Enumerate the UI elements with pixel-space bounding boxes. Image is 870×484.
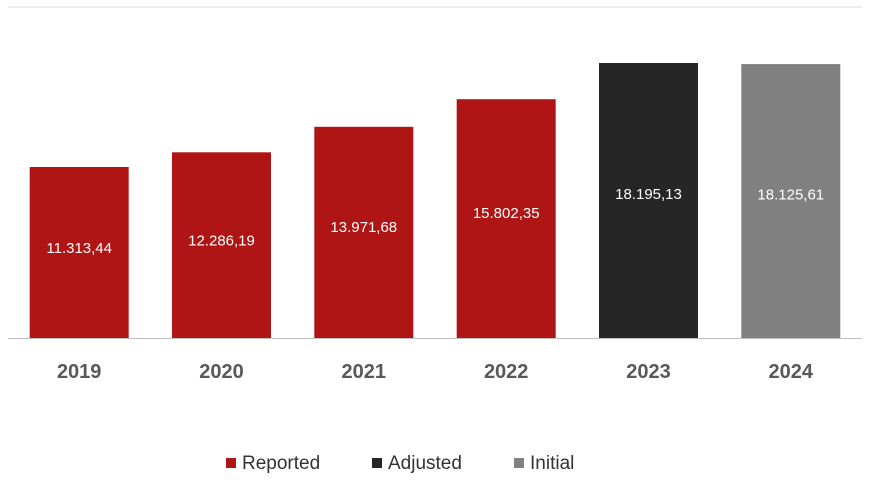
bar-2020 xyxy=(172,152,271,338)
data-label-2020: 12.286,19 xyxy=(188,232,255,249)
legend-swatch-initial xyxy=(514,458,524,468)
x-tick-label-2022: 2022 xyxy=(484,361,529,383)
bar-2023 xyxy=(599,63,698,338)
legend-swatch-reported xyxy=(226,458,236,468)
data-label-2019: 11.313,44 xyxy=(46,240,112,257)
legend: Reported Adjusted Initial xyxy=(226,453,574,474)
x-tick-label-2024: 2024 xyxy=(769,361,814,383)
bar-2024 xyxy=(741,64,841,338)
bar-2019 xyxy=(29,167,129,338)
legend-label-initial: Initial xyxy=(530,453,574,474)
bar-2022 xyxy=(456,99,556,338)
legend-label-adjusted: Adjusted xyxy=(388,453,462,474)
x-tick-label-2021: 2021 xyxy=(342,361,387,383)
x-tick-labels: 2019 2020 2021 2022 2023 2024 xyxy=(57,361,814,383)
x-tick-label-2019: 2019 xyxy=(57,361,102,383)
x-tick-label-2020: 2020 xyxy=(199,361,244,383)
bars-group: 11.313,44 12.286,19 13.971,68 15.802,35 18.1… xyxy=(29,63,841,338)
data-label-2024: 18.125,61 xyxy=(757,186,824,203)
data-label-2023: 18.195,13 xyxy=(615,186,682,203)
bar-2021 xyxy=(314,126,414,338)
x-tick-label-2023: 2023 xyxy=(626,361,671,383)
data-label-2021: 13.971,68 xyxy=(330,219,397,236)
legend-label-reported: Reported xyxy=(242,453,320,474)
legend-swatch-adjusted xyxy=(372,458,382,468)
data-label-2022: 15.802,35 xyxy=(473,205,540,222)
